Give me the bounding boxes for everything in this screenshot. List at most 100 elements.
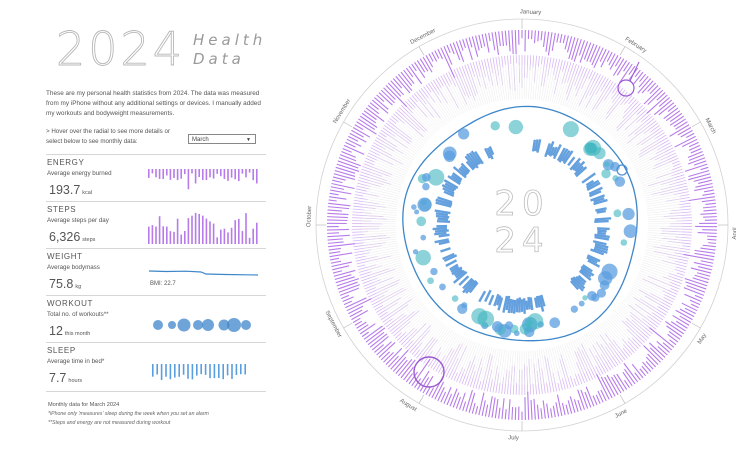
grid-spoke <box>362 234 397 238</box>
workout-panel[interactable]: WORKOUT Total no. of workouts** 12 this m… <box>46 295 266 342</box>
energy-day-bar <box>330 260 342 264</box>
energy-day-bar <box>328 199 337 202</box>
grid-spoke <box>636 156 667 172</box>
radial-chart[interactable]: January February March April May June July Augu… <box>300 0 736 454</box>
energy-panel[interactable]: ENERGY Average energy burned 193.7 kcal <box>46 154 266 201</box>
energy-day-bar <box>449 388 458 407</box>
energy-day-bar <box>327 228 350 231</box>
energy-day-bar <box>614 56 622 67</box>
grid-spoke <box>378 154 409 170</box>
sleep-day-bar <box>580 265 595 277</box>
grid-spoke <box>378 280 409 296</box>
energy-bar <box>176 169 179 181</box>
grid-spoke <box>576 338 592 370</box>
energy-day-bar <box>504 30 508 46</box>
grid-spoke <box>452 338 468 370</box>
energy-day-bar <box>684 293 702 303</box>
steps-bar <box>162 226 164 244</box>
grid-spoke <box>397 124 425 147</box>
energy-day-bar <box>688 173 711 181</box>
energy-day-bar <box>385 347 403 366</box>
workout-bubble <box>582 295 588 301</box>
energy-day-bar <box>647 89 664 105</box>
weight-panel[interactable]: WEIGHT Average bodymass 75.8 kg BMI: 22.7 <box>46 248 266 295</box>
workout-sparkline <box>153 318 251 332</box>
energy-day-bar <box>361 331 370 338</box>
energy-day-bar <box>333 173 355 180</box>
sleep-day-bar <box>547 141 555 156</box>
grid-spoke <box>621 126 649 148</box>
energy-day-bar <box>484 33 490 53</box>
steps-day-bar <box>611 84 619 94</box>
steps-day-bar <box>636 107 646 116</box>
sleep-day-bar <box>588 186 603 195</box>
energy-day-bar <box>690 147 702 154</box>
grid-spoke <box>611 112 636 137</box>
steps-day-bar <box>588 70 594 80</box>
sleep-day-bar <box>594 217 612 221</box>
steps-bar <box>176 218 179 244</box>
sleep-day-bar <box>465 279 478 294</box>
workout-bubble <box>422 182 430 191</box>
grid-spoke <box>639 167 672 180</box>
energy-day-bar <box>408 371 418 385</box>
energy-day-bar <box>385 84 408 108</box>
energy-day-bar <box>494 398 499 419</box>
grid-spoke <box>505 65 510 100</box>
grid-spoke <box>489 68 497 102</box>
energy-day-bar <box>586 43 595 62</box>
energy-day-bar <box>431 51 438 62</box>
grid-spoke <box>612 114 638 138</box>
grid-spoke <box>363 243 398 249</box>
energy-value: 193.7 <box>49 183 81 197</box>
energy-day-bar <box>580 389 589 409</box>
energy-day-bar <box>342 147 352 153</box>
grid-spoke <box>585 333 604 363</box>
energy-day-bar <box>397 358 413 377</box>
energy-day-bar <box>599 48 607 62</box>
energy-day-bar <box>569 396 576 413</box>
grid-spoke <box>605 104 628 131</box>
workout-bubble <box>427 168 445 186</box>
sleep-day-bar <box>593 197 605 203</box>
grid-spoke <box>553 346 563 380</box>
energy-day-bar <box>679 308 695 318</box>
grid-spoke <box>372 167 405 180</box>
sleep-day-bar <box>536 139 542 153</box>
sleep-bar <box>240 364 242 375</box>
energy-day-bar <box>693 176 712 182</box>
grid-spoke <box>371 268 404 281</box>
sleep-bar <box>160 364 163 380</box>
grid-spoke <box>365 193 399 201</box>
energy-day-bar <box>675 121 688 130</box>
energy-day-bar <box>689 299 701 306</box>
grid-spoke <box>643 182 677 193</box>
workout-bubble <box>587 290 597 301</box>
grid-spoke <box>585 87 604 117</box>
grid-spoke <box>598 325 620 353</box>
grid-spoke <box>486 347 495 382</box>
energy-day-bar <box>403 366 414 381</box>
grid-spoke <box>580 83 597 114</box>
energy-day-bar <box>488 32 491 42</box>
steps-panel[interactable]: STEPS Average steps per day 6,326 steps <box>46 201 266 248</box>
energy-day-bar <box>694 186 714 192</box>
grid-spoke <box>362 220 397 222</box>
energy-day-bar <box>371 335 389 351</box>
grid-spoke <box>600 323 622 351</box>
sleep-panel[interactable]: SLEEP Average time in bed* 7.7 hours <box>46 342 266 392</box>
grid-spoke <box>369 174 403 186</box>
steps-day-bar <box>437 76 444 87</box>
grid-spoke <box>455 339 470 371</box>
sleep-day-bar <box>531 139 537 152</box>
energy-day-bar <box>687 151 703 159</box>
energy-day-bar <box>685 281 707 290</box>
sleep-bar <box>196 364 198 376</box>
grid-spoke <box>370 172 404 184</box>
month-label: March <box>704 117 717 135</box>
energy-bar <box>220 169 222 177</box>
month-dropdown[interactable]: March ▼ <box>188 134 256 144</box>
grid-spoke <box>627 293 657 313</box>
energy-day-bar <box>387 355 399 368</box>
grid-spoke <box>418 102 441 130</box>
